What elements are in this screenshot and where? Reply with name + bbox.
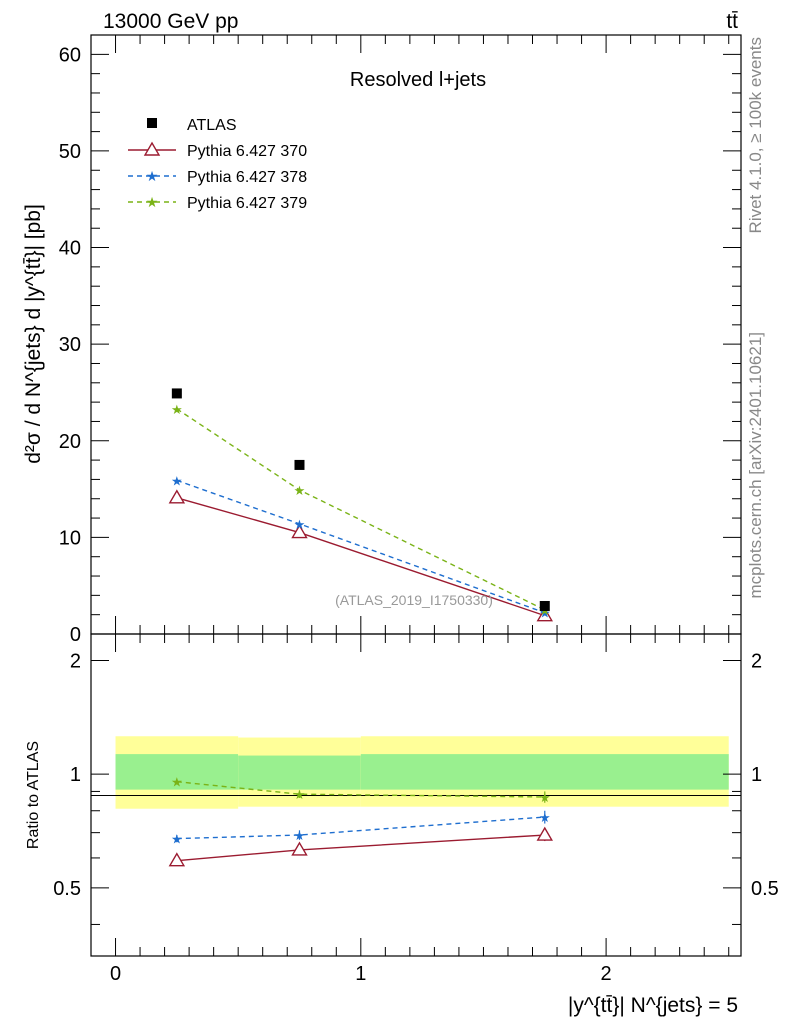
legend-label-370: Pythia 6.427 370 bbox=[187, 143, 307, 160]
y-tick-label-ratio-left: 2 bbox=[70, 650, 81, 672]
series-marker-ratio-2: ★ bbox=[539, 791, 551, 806]
series-marker-main-1: ★ bbox=[539, 607, 551, 622]
chart-title: Resolved l+jets bbox=[350, 69, 486, 91]
series-marker-main-1: ★ bbox=[171, 474, 183, 489]
y-axis-title-main: d²σ / d N^{jets} d |y^{tt̄}| [pb] bbox=[22, 204, 45, 464]
legend-marker-378: ★ bbox=[146, 169, 159, 185]
legend-label-379: Pythia 6.427 379 bbox=[187, 195, 307, 212]
y-tick-label-main: 0 bbox=[70, 624, 81, 646]
data-point-atlas bbox=[171, 388, 182, 399]
data-point-atlas bbox=[539, 600, 550, 611]
watermark: (ATLAS_2019_I1750330) bbox=[335, 592, 493, 608]
series-line-ratio-1 bbox=[176, 816, 545, 840]
legend-label-atlas: ATLAS bbox=[187, 117, 237, 134]
y-tick-label-ratio-left: 1 bbox=[70, 764, 81, 786]
side-text-rivet: Rivet 4.1.0, ≥ 100k events bbox=[746, 37, 765, 233]
series-marker-ratio-1: ★ bbox=[294, 829, 306, 844]
y-axis-title-ratio: Ratio to ATLAS bbox=[25, 741, 42, 849]
series-marker-ratio-2: ★ bbox=[294, 788, 306, 803]
x-tick-label: 0 bbox=[110, 963, 121, 985]
y-tick-label-main: 40 bbox=[59, 238, 81, 260]
band-green-bin-1 bbox=[238, 755, 361, 790]
series-marker-main-0 bbox=[168, 489, 186, 504]
legend: ATLAS Pythia 6.427 370 ★ Pythia 6.427 37… bbox=[128, 117, 307, 212]
ratio-uncertainty-bands bbox=[115, 736, 729, 809]
legend-marker-379: ★ bbox=[146, 195, 159, 211]
series-marker-main-2: ★ bbox=[171, 403, 183, 418]
series-line-main-2 bbox=[176, 408, 546, 611]
ratio-series: ★ ★ ★ ★ ★ ★ bbox=[168, 776, 553, 867]
series-line-ratio-0 bbox=[176, 834, 545, 862]
series-marker-ratio-2: ★ bbox=[171, 776, 183, 791]
y-tick-label-main: 30 bbox=[59, 334, 81, 356]
data-point-atlas bbox=[294, 459, 305, 470]
header-right: tt̄ bbox=[726, 10, 738, 33]
header-left: 13000 GeV pp bbox=[103, 10, 238, 33]
series-marker-ratio-1: ★ bbox=[539, 811, 551, 826]
series-marker-main-0 bbox=[536, 607, 553, 622]
y-tick-label-main: 10 bbox=[59, 527, 81, 549]
series-marker-ratio-0 bbox=[536, 826, 553, 841]
legend-label-378: Pythia 6.427 378 bbox=[187, 169, 307, 186]
y-tick-label-main: 60 bbox=[59, 44, 81, 66]
series-marker-main-1: ★ bbox=[294, 518, 306, 533]
y-tick-label-main: 20 bbox=[59, 431, 81, 453]
x-axis-title: |y^{tt̄}| N^{jets} = 5 bbox=[568, 994, 738, 1017]
main-series: ★★★★★★ bbox=[168, 388, 553, 622]
x-tick-label: 1 bbox=[355, 963, 366, 985]
y-tick-label-ratio-right: 2 bbox=[751, 650, 762, 672]
series-marker-ratio-0 bbox=[291, 841, 308, 856]
y-tick-label-ratio-right: 1 bbox=[751, 764, 762, 786]
y-tick-label-ratio-left: 0.5 bbox=[53, 878, 81, 900]
y-tick-label-ratio-right: 0.5 bbox=[751, 878, 779, 900]
axis-ticks bbox=[90, 34, 741, 956]
series-marker-ratio-0 bbox=[168, 852, 186, 867]
series-marker-main-2: ★ bbox=[539, 604, 551, 619]
side-text-mcplots: mcplots.cern.ch [arXiv:2401.10621] bbox=[746, 332, 765, 598]
series-line-main-1 bbox=[176, 479, 546, 614]
legend-marker-atlas bbox=[147, 118, 157, 128]
legend-marker-370 bbox=[143, 141, 161, 156]
series-marker-ratio-1: ★ bbox=[171, 833, 183, 848]
x-tick-label: 2 bbox=[601, 963, 612, 985]
series-marker-main-2: ★ bbox=[294, 484, 306, 499]
band-green-bin-2 bbox=[360, 754, 729, 790]
y-tick-label-main: 50 bbox=[59, 141, 81, 163]
series-marker-main-0 bbox=[291, 524, 308, 539]
